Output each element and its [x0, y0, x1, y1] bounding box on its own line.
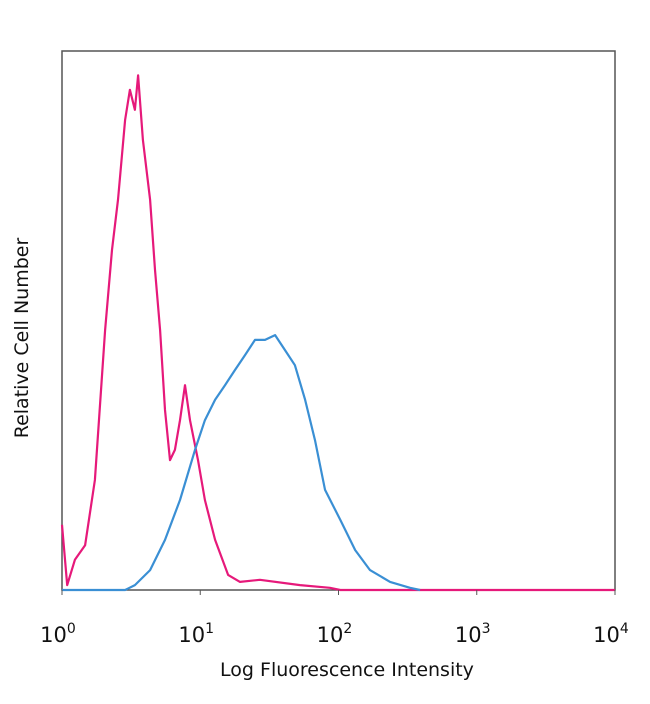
x-tick-label: 100: [40, 621, 76, 647]
histogram-series-1: [60, 74, 615, 592]
x-tick-label: 103: [455, 621, 491, 647]
x-tick-label: 104: [593, 621, 629, 647]
x-tick-label: 102: [317, 621, 353, 647]
x-tick-label: 101: [178, 621, 214, 647]
plot-frame: [61, 50, 616, 591]
x-axis-label: Log Fluorescence Intensity: [220, 659, 474, 681]
y-axis-label: Relative Cell Number: [11, 238, 33, 439]
histogram-series-2: [62, 334, 421, 592]
